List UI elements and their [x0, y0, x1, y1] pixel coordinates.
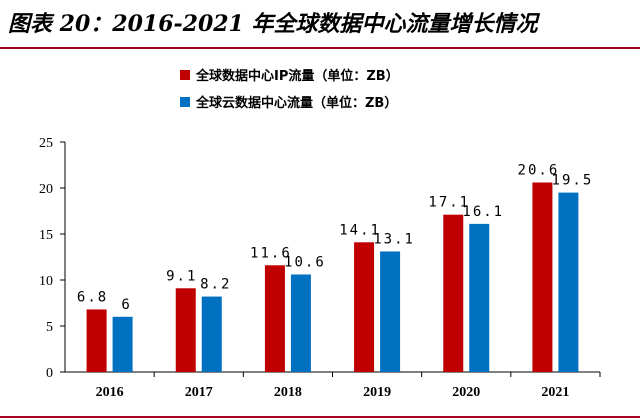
data-label-series-1: 6.8	[77, 289, 108, 305]
bar-series-1-2020	[443, 214, 464, 372]
title-divider	[0, 47, 640, 49]
data-label-series-1: 17.1	[428, 195, 470, 211]
y-tick-label: 25	[39, 136, 53, 151]
bar-series-1-2016	[86, 309, 107, 372]
bar-series-1-2018	[264, 265, 285, 372]
figure-title: 图表 20：2016-2021 年全球数据中心流量增长情况	[8, 11, 538, 37]
data-label-series-2: 8.2	[200, 277, 231, 293]
data-label-series-2: 10.6	[284, 254, 326, 270]
data-label-series-2: 19.5	[552, 173, 594, 189]
data-label-series-2: 6	[121, 297, 131, 313]
y-tick-label: 0	[46, 366, 53, 381]
x-tick-label: 2021	[541, 385, 569, 400]
bar-series-1-2019	[354, 242, 375, 372]
chart-axes: 0 5 10 15 20 25 2016 2017 2018 2019 2020 2021	[39, 136, 601, 400]
bottom-divider	[0, 416, 640, 418]
y-tick-label: 20	[39, 182, 53, 197]
y-tick-label: 15	[39, 228, 53, 243]
chart-data-labels: 6.8 6 9.18.2 11.610.6 14.113.1 17.116.1 20.619…	[77, 162, 594, 313]
chart-legend: 全球数据中心IP流量（单位：ZB） 全球云数据中心流量（单位：ZB）	[180, 68, 399, 111]
data-label-series-1: 9.1	[166, 268, 197, 284]
bar-series-2-2019	[380, 251, 401, 372]
chart-bars	[86, 182, 579, 372]
data-label-series-1: 20.6	[518, 162, 560, 178]
data-label-series-1: 11.6	[250, 245, 292, 261]
bar-series-1-2017	[175, 288, 196, 372]
data-label-series-2: 13.1	[373, 231, 415, 247]
legend-label-series-2: 全球云数据中心流量（单位：ZB）	[195, 95, 397, 111]
bar-series-2-2018	[290, 274, 311, 372]
x-tick-label: 2018	[274, 385, 302, 400]
y-tick-label: 5	[46, 320, 53, 335]
x-tick-label: 2020	[452, 385, 480, 400]
x-tick-label: 2017	[185, 385, 213, 400]
legend-label-series-1: 全球数据中心IP流量（单位：ZB）	[195, 68, 399, 84]
bar-series-1-2021	[532, 182, 553, 372]
x-tick-label: 2019	[363, 385, 391, 400]
bar-series-2-2021	[558, 192, 579, 372]
data-label-series-2: 16.1	[462, 204, 504, 220]
data-label-series-1: 14.1	[339, 222, 381, 238]
y-tick-label: 10	[39, 274, 53, 289]
legend-swatch-series-2	[180, 97, 190, 107]
bar-series-2-2020	[469, 223, 490, 372]
bar-series-2-2016	[112, 316, 133, 372]
legend-swatch-series-1	[180, 70, 190, 80]
x-tick-label: 2016	[96, 385, 124, 400]
bar-series-2-2017	[201, 296, 222, 372]
